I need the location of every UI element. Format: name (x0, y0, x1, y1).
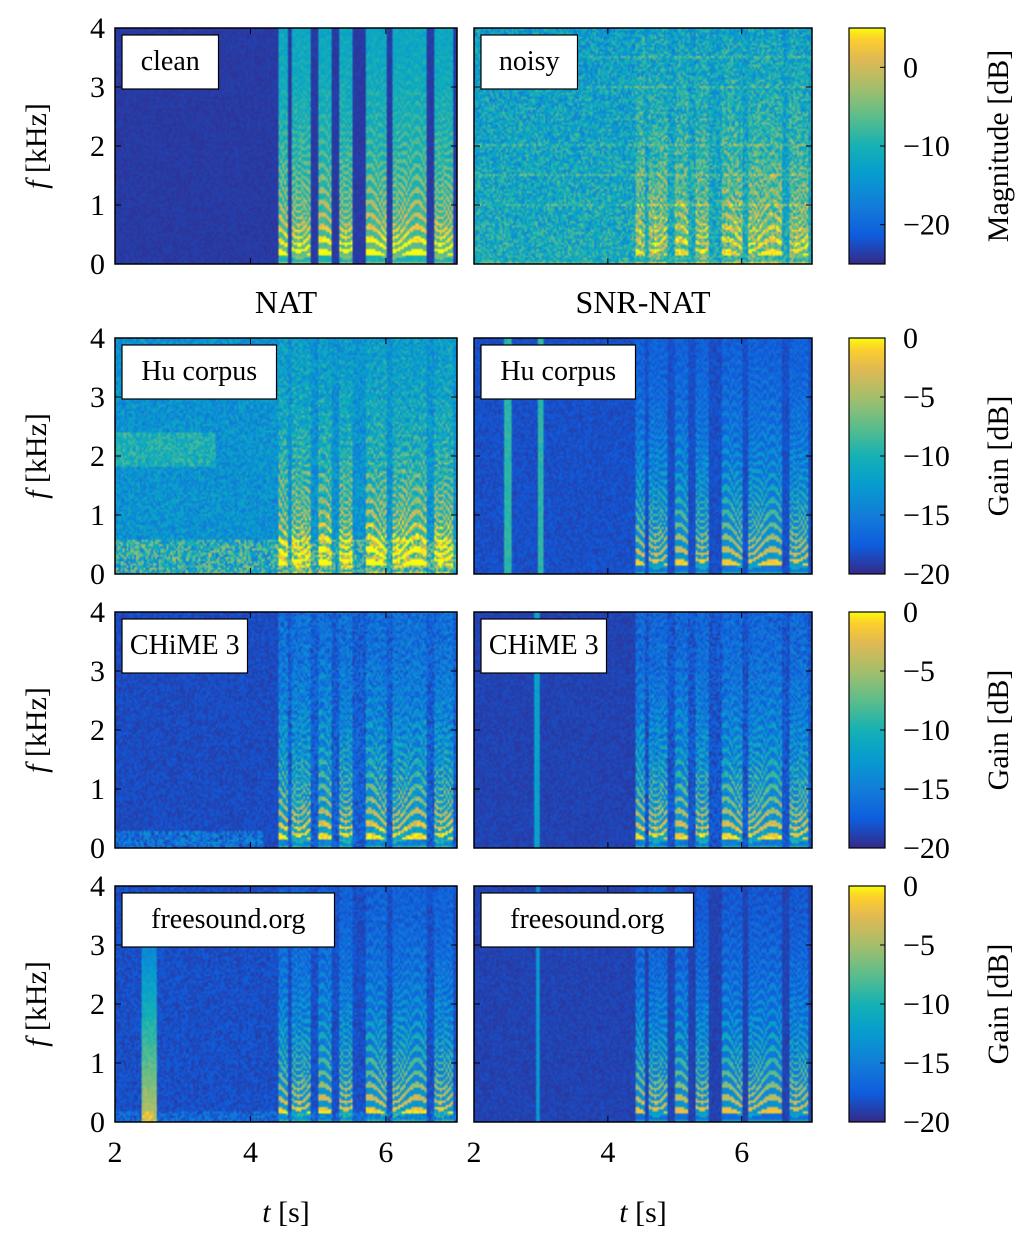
panel-label-box (121, 344, 278, 400)
colorbar-tick-label: 0 (903, 322, 918, 355)
panel-label-box (480, 892, 695, 948)
panel-label: noisy (499, 46, 560, 77)
colorbar-label: Gain [dB] (982, 396, 1015, 517)
colorbar-label: Gain [dB] (982, 944, 1015, 1065)
panel-noisy: noisy (473, 27, 813, 265)
ytick-label: 3 (90, 381, 105, 414)
colorbar-tick-label: −20 (903, 1106, 950, 1139)
xtick-label: 4 (600, 1136, 615, 1169)
colorbar-gradient (848, 337, 886, 575)
y-axis-label: f [kHz] (20, 687, 53, 773)
colorbar-tick-label: −20 (903, 832, 950, 865)
colorbar-tick-label: −10 (903, 988, 950, 1021)
panel-hu_nat: Hu corpus (114, 337, 458, 575)
colorbar-tick-label: 0 (903, 870, 918, 903)
panel-label: freesound.org (510, 904, 664, 935)
panel-label-box (121, 618, 249, 674)
panel-label: CHiME 3 (130, 630, 240, 661)
colorbar-label: Gain [dB] (982, 670, 1015, 791)
colorbar-1 (848, 337, 886, 575)
colorbar-label: Magnitude [dB] (982, 50, 1015, 242)
colorbar-3 (848, 885, 886, 1123)
text-layer: 0 1 2 3 4 f [kHz] 0 −10 −20 Magnitude [dB] 0 1 2 3 4 f … (20, 12, 1015, 1229)
colorbar-tick-label: −20 (903, 558, 950, 591)
colorbar-tick-label: 0 (903, 51, 918, 84)
y-axis-label: f [kHz] (20, 103, 53, 189)
colorbar-0 (848, 27, 886, 265)
ytick-label: 4 (90, 322, 105, 355)
ytick-label: 4 (90, 12, 105, 45)
panel-label-box (480, 34, 579, 90)
ytick-label: 3 (90, 71, 105, 104)
colorbar-tick-label: −10 (903, 714, 950, 747)
ytick-label: 3 (90, 929, 105, 962)
ytick-label: 1 (90, 189, 105, 222)
ytick-label: 1 (90, 1047, 105, 1080)
panel-chime_snr: CHiME 3 (473, 611, 813, 849)
panel-label-box (121, 892, 336, 948)
x-axis-label: t [s] (262, 1196, 310, 1229)
ytick-label: 0 (90, 248, 105, 281)
panel-fs_snr: freesound.org (473, 885, 813, 1123)
panel-chime_nat: CHiME 3 (114, 611, 458, 849)
colorbar-tick-label: −20 (903, 209, 950, 242)
panel-label: Hu corpus (500, 356, 616, 387)
colorbar-2 (848, 611, 886, 849)
y-axis-label: f [kHz] (20, 961, 53, 1047)
panel-label: clean (141, 46, 200, 77)
colorbar-tick-label: −5 (903, 929, 935, 962)
ytick-label: 4 (90, 596, 105, 629)
xtick-label: 2 (108, 1136, 123, 1169)
ytick-label: 0 (90, 832, 105, 865)
colorbars-layer (848, 27, 886, 1123)
column-title: NAT (255, 284, 318, 320)
panel-label-box (480, 344, 637, 400)
xtick-label: 6 (378, 1136, 393, 1169)
ytick-label: 2 (90, 130, 105, 163)
colorbar-gradient (848, 885, 886, 1123)
panel-label: freesound.org (151, 904, 305, 935)
panel-label-box (121, 34, 220, 90)
ytick-label: 1 (90, 773, 105, 806)
ytick-label: 4 (90, 870, 105, 903)
ytick-label: 0 (90, 558, 105, 591)
panel-label: Hu corpus (141, 356, 257, 387)
colorbar-tick-label: −15 (903, 773, 950, 806)
ytick-label: 2 (90, 440, 105, 473)
colorbar-gradient (848, 27, 886, 265)
xtick-label: 2 (467, 1136, 482, 1169)
panel-hu_snr: Hu corpus (473, 337, 813, 575)
panels-layer: clean noisy Hu corpus Hu corpus CHiME 3 CHiME… (114, 27, 813, 1123)
colorbar-tick-label: −10 (903, 130, 950, 163)
ytick-label: 2 (90, 988, 105, 1021)
y-axis-label: f [kHz] (20, 413, 53, 499)
panel-fs_nat: freesound.org (114, 885, 458, 1123)
xtick-label: 6 (734, 1136, 749, 1169)
colorbar-tick-label: −5 (903, 381, 935, 414)
ytick-label: 1 (90, 499, 105, 532)
colorbar-tick-label: −15 (903, 1047, 950, 1080)
panel-label-box (480, 618, 608, 674)
xtick-label: 4 (243, 1136, 258, 1169)
colorbar-tick-label: −15 (903, 499, 950, 532)
colorbar-gradient (848, 611, 886, 849)
colorbar-tick-label: −5 (903, 655, 935, 688)
colorbar-tick-label: 0 (903, 596, 918, 629)
panel-clean: clean (114, 27, 458, 265)
ytick-label: 0 (90, 1106, 105, 1139)
x-axis-label: t [s] (619, 1196, 667, 1229)
ytick-label: 3 (90, 655, 105, 688)
ytick-label: 2 (90, 714, 105, 747)
colorbar-tick-label: −10 (903, 440, 950, 473)
panel-label: CHiME 3 (489, 630, 599, 661)
column-title: SNR-NAT (575, 284, 711, 320)
